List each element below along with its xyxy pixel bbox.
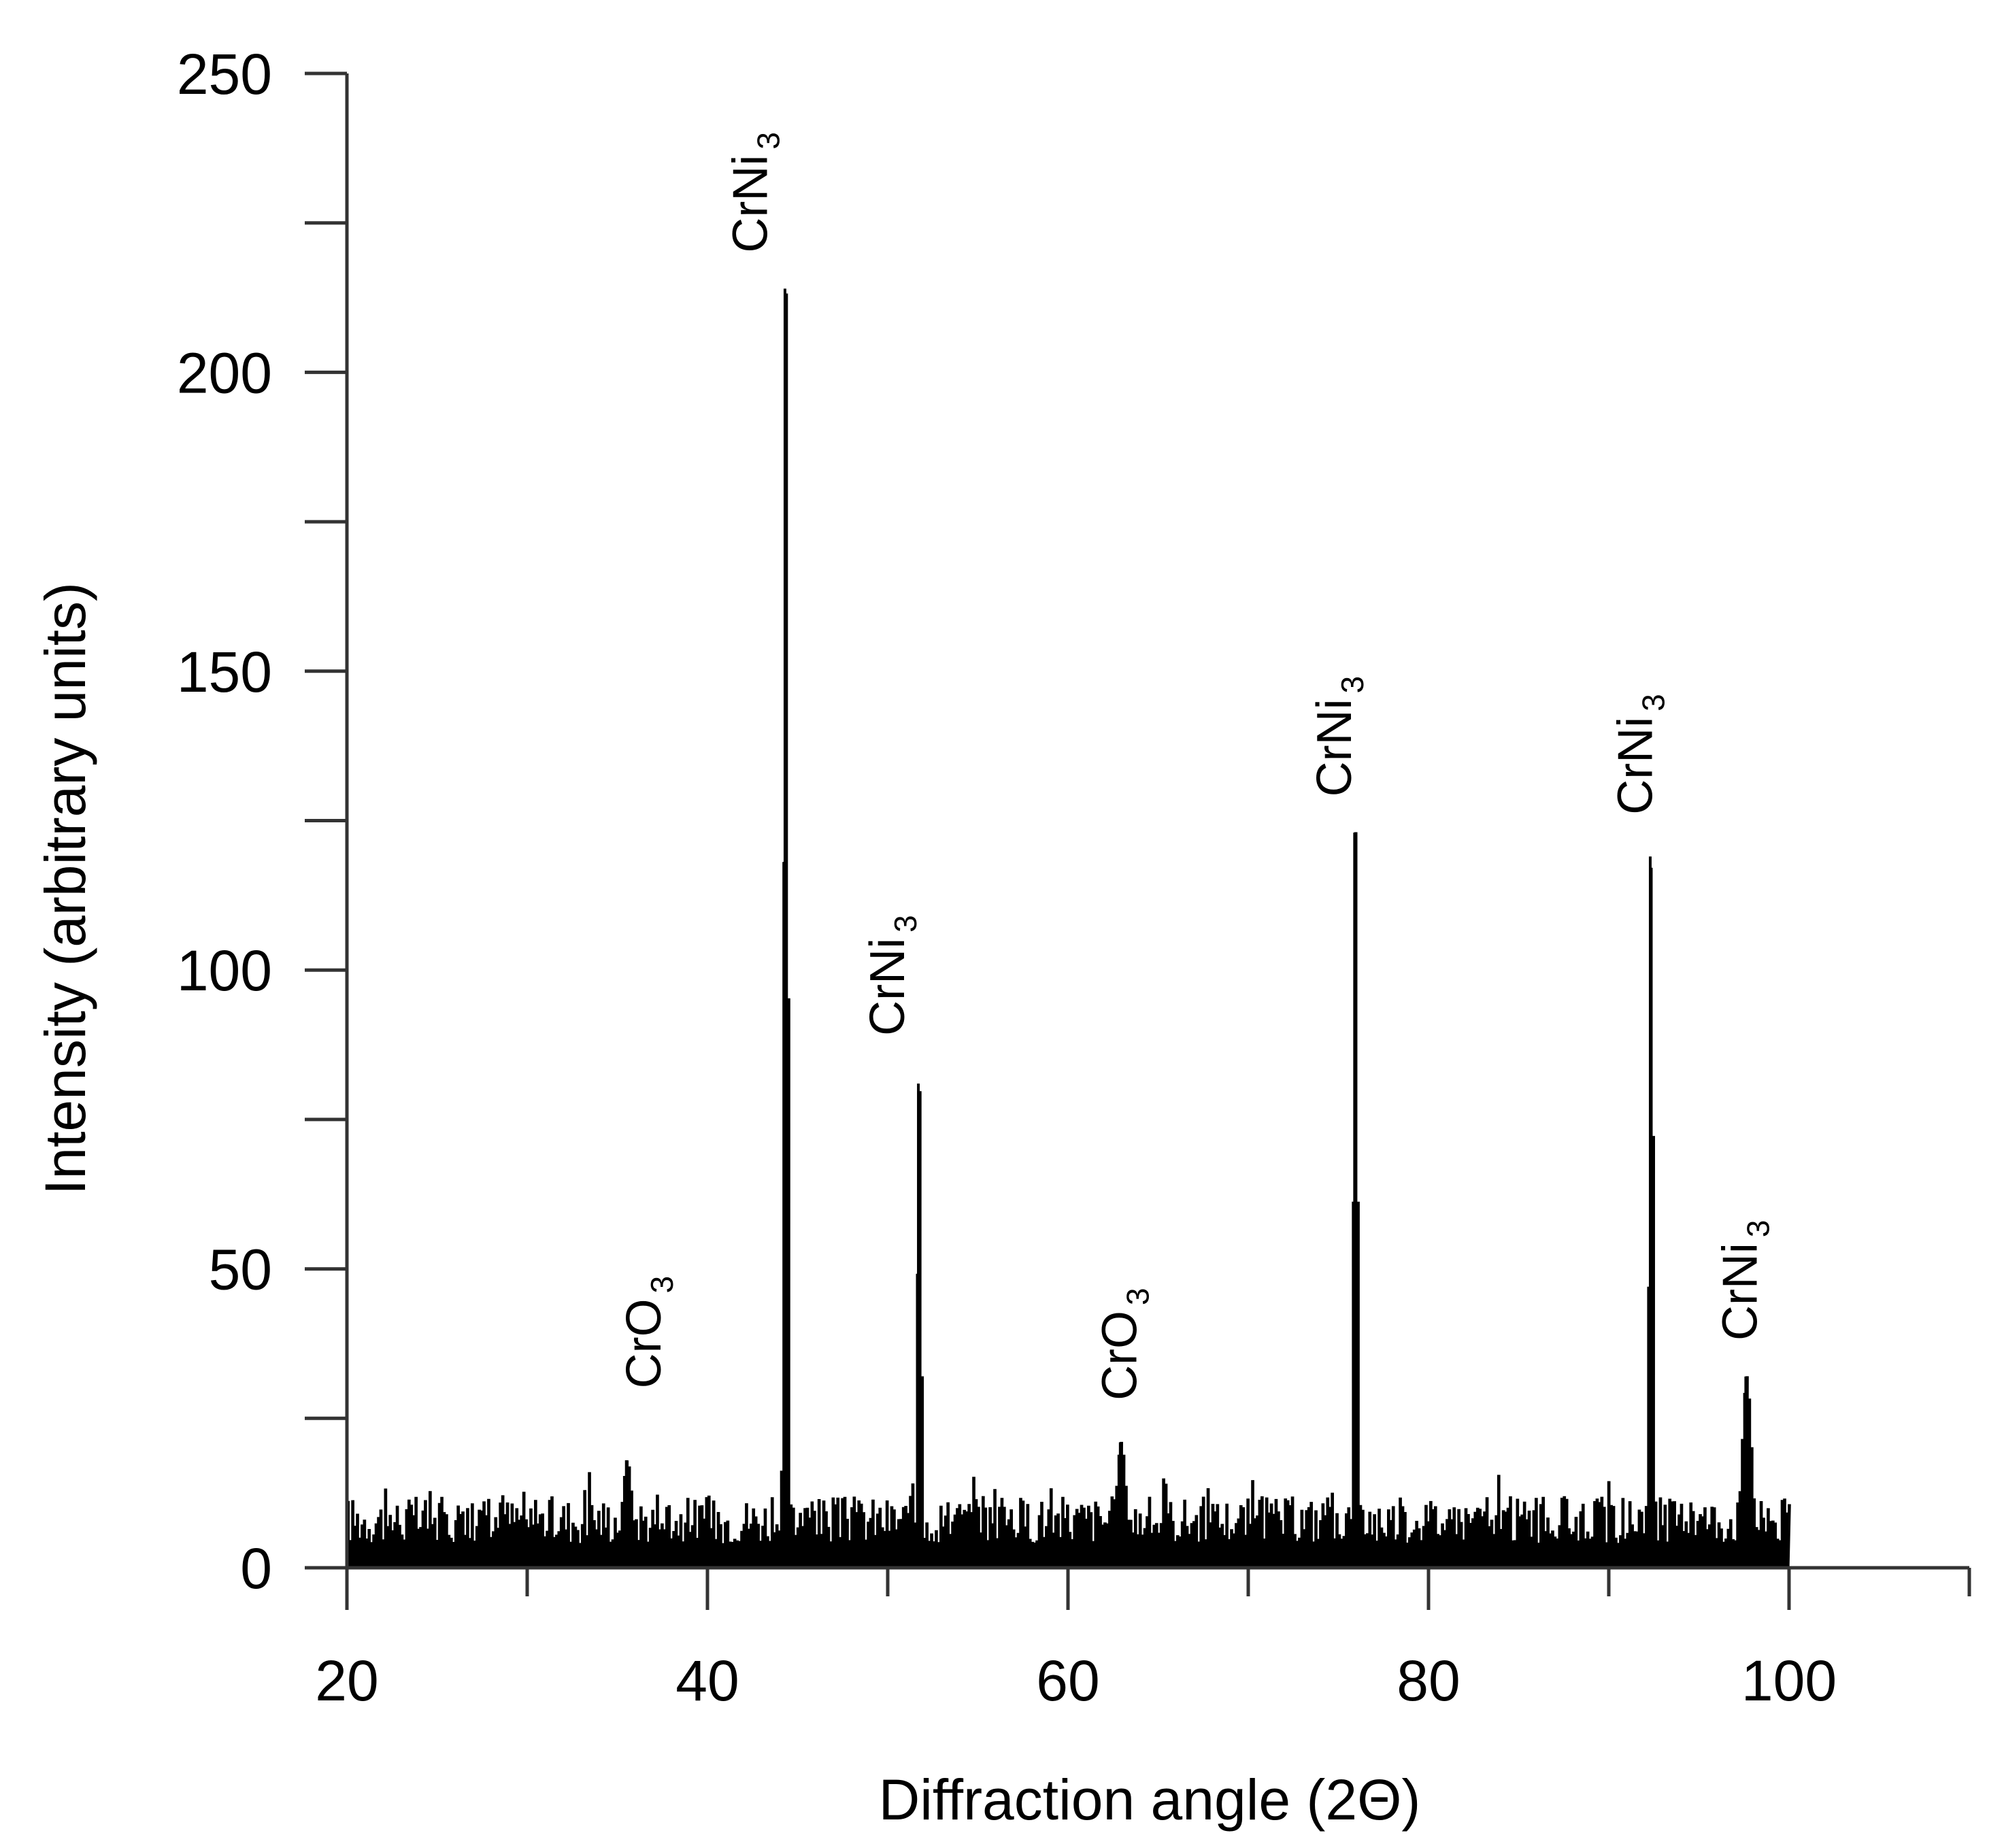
y-tick-label: 200	[177, 341, 272, 405]
peak-label-5: CrNi3	[1307, 676, 1370, 797]
x-tick-label: 60	[1036, 1649, 1099, 1713]
axes	[345, 73, 1969, 1570]
x-tick-label: 20	[315, 1649, 378, 1713]
peak-label-3: CrNi3	[861, 915, 923, 1036]
peak-label-4: CrO3	[1093, 1288, 1156, 1400]
peak-annotations: CrO3 CrNi3 CrNi3 CrO3 CrNi3 CrNi3 CrNi3	[617, 132, 1775, 1400]
x-axis-title: Diffraction angle (2Θ)	[879, 1768, 1421, 1832]
y-tick-label: 0	[240, 1536, 272, 1600]
y-tick-label: 100	[177, 939, 272, 1003]
pattern-fill	[346, 293, 1791, 1568]
axis-ticks: 0 50 100 150 200 250 20 40 60 80 100	[177, 42, 1971, 1713]
y-tick-label: 250	[177, 42, 272, 106]
diffraction-pattern	[346, 288, 1791, 1568]
peak-label-1: CrO3	[617, 1276, 680, 1389]
x-tick-label: 40	[675, 1649, 739, 1713]
peak-label-6: CrNi3	[1609, 694, 1671, 815]
y-tick-label: 50	[209, 1238, 272, 1302]
x-tick-label: 80	[1397, 1649, 1460, 1713]
y-axis-title: Intensity (arbitrary units)	[33, 582, 97, 1195]
y-tick-label: 150	[177, 640, 272, 704]
peak-label-2: CrNi3	[723, 132, 786, 253]
x-tick-label: 100	[1741, 1649, 1837, 1713]
peak-label-7: CrNi3	[1713, 1220, 1775, 1341]
